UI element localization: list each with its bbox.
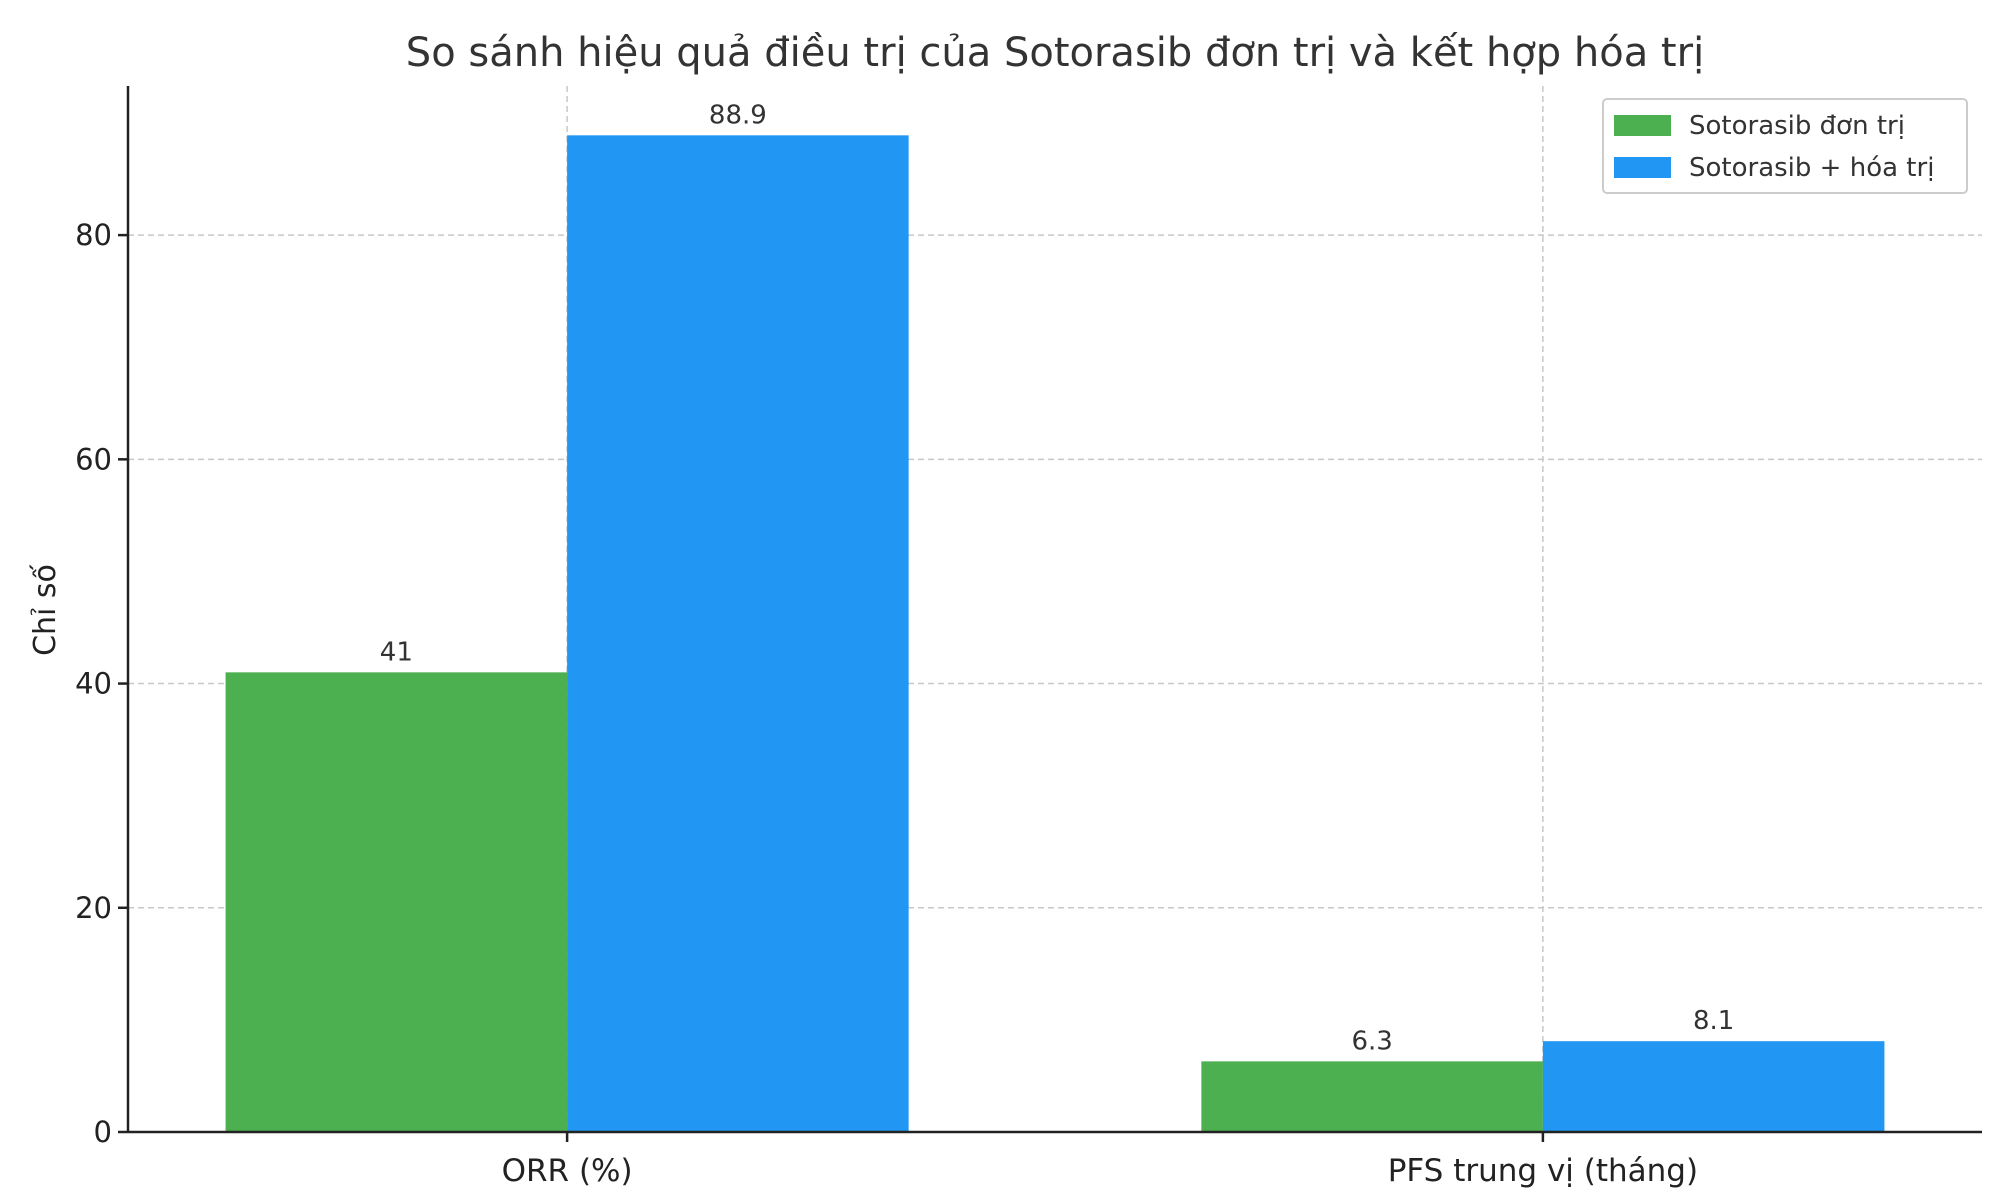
axes [118, 86, 1982, 1142]
legend-label: Sotorasib + hóa trị [1689, 153, 1934, 183]
legend-label: Sotorasib đơn trị [1689, 111, 1905, 141]
x-tick-labels: ORR (%) PFS trung vị (tháng) [502, 1153, 1698, 1189]
bars [225, 135, 1885, 1132]
y-tick-labels: 0 20 40 60 80 [75, 218, 112, 1149]
y-tick-label: 0 [94, 1115, 112, 1149]
data-label: 88.9 [709, 100, 767, 130]
legend-box [1602, 98, 1968, 194]
legend-swatch [1614, 157, 1671, 178]
legend-swatch [1614, 115, 1671, 136]
data-label: 8.1 [1693, 1006, 1734, 1036]
data-labels: 41 6.3 88.9 8.1 [380, 100, 1735, 1056]
chart-title: So sánh hiệu quả điều trị của Sotorasib … [406, 30, 1704, 76]
x-tick-label: PFS trung vị (tháng) [1388, 1153, 1698, 1189]
y-axis-label: Chỉ số [28, 563, 63, 655]
bar [1542, 1041, 1885, 1132]
y-tick-label: 80 [75, 218, 112, 252]
y-tick-label: 60 [75, 442, 112, 476]
legend: Sotorasib đơn trị Sotorasib + hóa trị [1602, 98, 1968, 194]
y-tick-label: 20 [75, 891, 112, 925]
bar [1201, 1061, 1543, 1132]
x-tick-label: ORR (%) [502, 1153, 633, 1189]
y-tick-label: 40 [75, 667, 112, 701]
bar [225, 672, 568, 1132]
bar [567, 135, 909, 1132]
data-label: 41 [380, 637, 413, 667]
data-label: 6.3 [1351, 1026, 1392, 1056]
